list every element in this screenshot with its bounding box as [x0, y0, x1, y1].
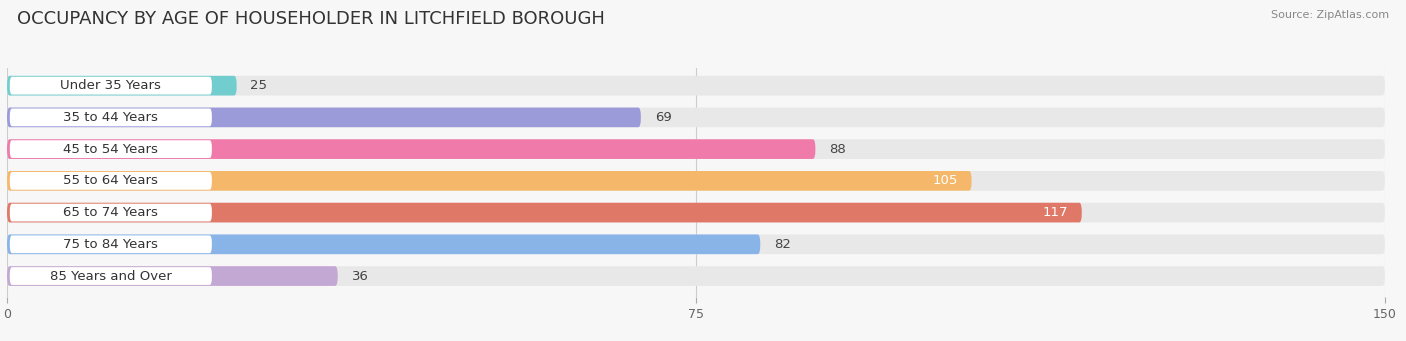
FancyBboxPatch shape [7, 139, 1385, 159]
FancyBboxPatch shape [7, 266, 337, 286]
FancyBboxPatch shape [10, 77, 212, 94]
FancyBboxPatch shape [7, 235, 761, 254]
FancyBboxPatch shape [10, 267, 212, 285]
FancyBboxPatch shape [7, 76, 1385, 95]
Text: 82: 82 [775, 238, 792, 251]
Text: 69: 69 [655, 111, 672, 124]
Text: 35 to 44 Years: 35 to 44 Years [63, 111, 159, 124]
FancyBboxPatch shape [7, 235, 1385, 254]
FancyBboxPatch shape [10, 235, 212, 253]
Text: Source: ZipAtlas.com: Source: ZipAtlas.com [1271, 10, 1389, 20]
Text: 117: 117 [1042, 206, 1069, 219]
Text: 55 to 64 Years: 55 to 64 Years [63, 174, 159, 187]
Text: 45 to 54 Years: 45 to 54 Years [63, 143, 159, 155]
FancyBboxPatch shape [10, 172, 212, 190]
Text: 75 to 84 Years: 75 to 84 Years [63, 238, 159, 251]
FancyBboxPatch shape [10, 108, 212, 126]
Text: OCCUPANCY BY AGE OF HOUSEHOLDER IN LITCHFIELD BOROUGH: OCCUPANCY BY AGE OF HOUSEHOLDER IN LITCH… [17, 10, 605, 28]
Text: 85 Years and Over: 85 Years and Over [49, 269, 172, 283]
FancyBboxPatch shape [7, 171, 972, 191]
FancyBboxPatch shape [7, 139, 815, 159]
Text: 25: 25 [250, 79, 267, 92]
FancyBboxPatch shape [10, 204, 212, 221]
Text: 105: 105 [932, 174, 957, 187]
FancyBboxPatch shape [7, 171, 1385, 191]
FancyBboxPatch shape [7, 266, 1385, 286]
Text: 65 to 74 Years: 65 to 74 Years [63, 206, 159, 219]
FancyBboxPatch shape [10, 140, 212, 158]
FancyBboxPatch shape [7, 203, 1081, 222]
FancyBboxPatch shape [7, 76, 236, 95]
Text: Under 35 Years: Under 35 Years [60, 79, 162, 92]
FancyBboxPatch shape [7, 203, 1385, 222]
Text: 36: 36 [352, 269, 368, 283]
FancyBboxPatch shape [7, 107, 1385, 127]
FancyBboxPatch shape [7, 107, 641, 127]
Text: 88: 88 [830, 143, 846, 155]
